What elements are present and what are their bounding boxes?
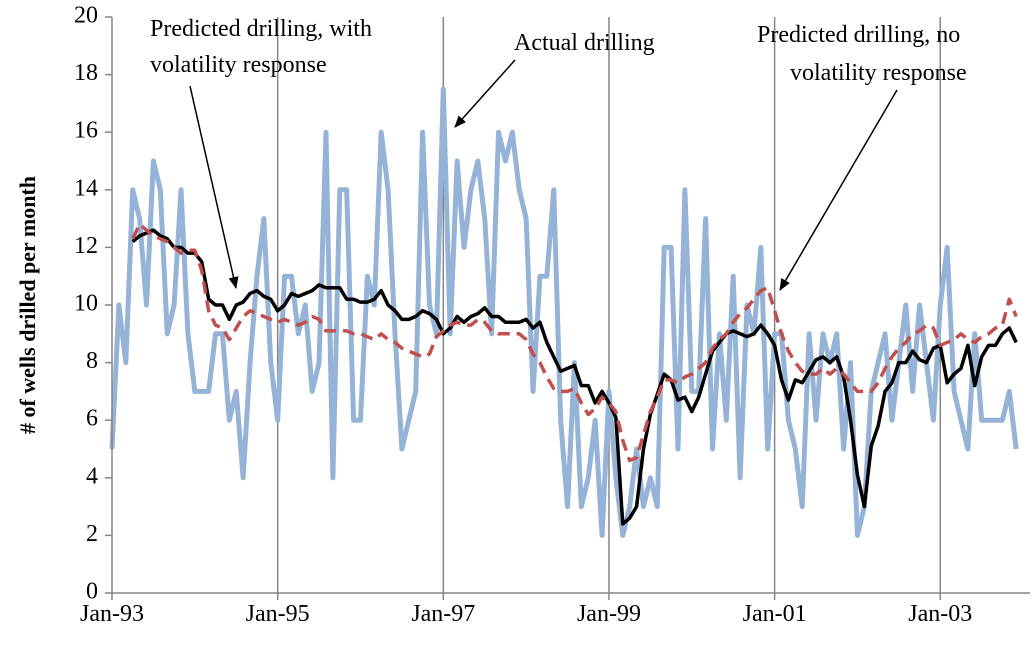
series-line (131, 222, 1018, 463)
y-tick-label: 2 (86, 521, 98, 547)
y-tick-label: 4 (86, 463, 98, 489)
y-tick-label: 6 (86, 406, 98, 432)
annotation-text: volatility response (150, 52, 327, 78)
y-tick-label: 14 (74, 175, 98, 201)
y-tick-label: 20 (74, 3, 98, 29)
y-tick-label: 10 (74, 291, 98, 317)
annotation: Actual drilling (454, 30, 655, 128)
annotation-arrow (454, 59, 516, 128)
annotation: Predicted drilling, no volatility respon… (757, 22, 967, 291)
plot-area (109, 86, 1019, 538)
y-axis-label: # of wells drilled per month (15, 176, 40, 434)
y-tick-label: 16 (74, 118, 98, 144)
annotation: Predicted drilling, with volatility resp… (150, 16, 372, 289)
series-line (131, 228, 1018, 526)
x-tick-label: Jan-03 (908, 601, 972, 627)
x-tick-label: Jan-95 (246, 601, 310, 627)
annotation-text: Predicted drilling, with (150, 16, 372, 42)
y-tick-label: 12 (74, 233, 98, 259)
y-tick-label: 8 (86, 348, 98, 374)
x-tick-label: Jan-93 (80, 601, 144, 627)
grid (276, 17, 942, 593)
y-tick-label: 18 (74, 60, 98, 86)
y-tick-label: 0 (86, 579, 98, 605)
annotation-arrow (189, 85, 239, 289)
x-tick-label: Jan-99 (577, 601, 641, 627)
x-tick-label: Jan-97 (411, 601, 475, 627)
annotation-arrow (779, 89, 898, 291)
annotation-text: Actual drilling (514, 30, 655, 56)
x-tick-label: Jan-01 (743, 601, 807, 627)
annotation-text: volatility response (790, 60, 967, 86)
annotation-text: Predicted drilling, no (757, 22, 960, 48)
